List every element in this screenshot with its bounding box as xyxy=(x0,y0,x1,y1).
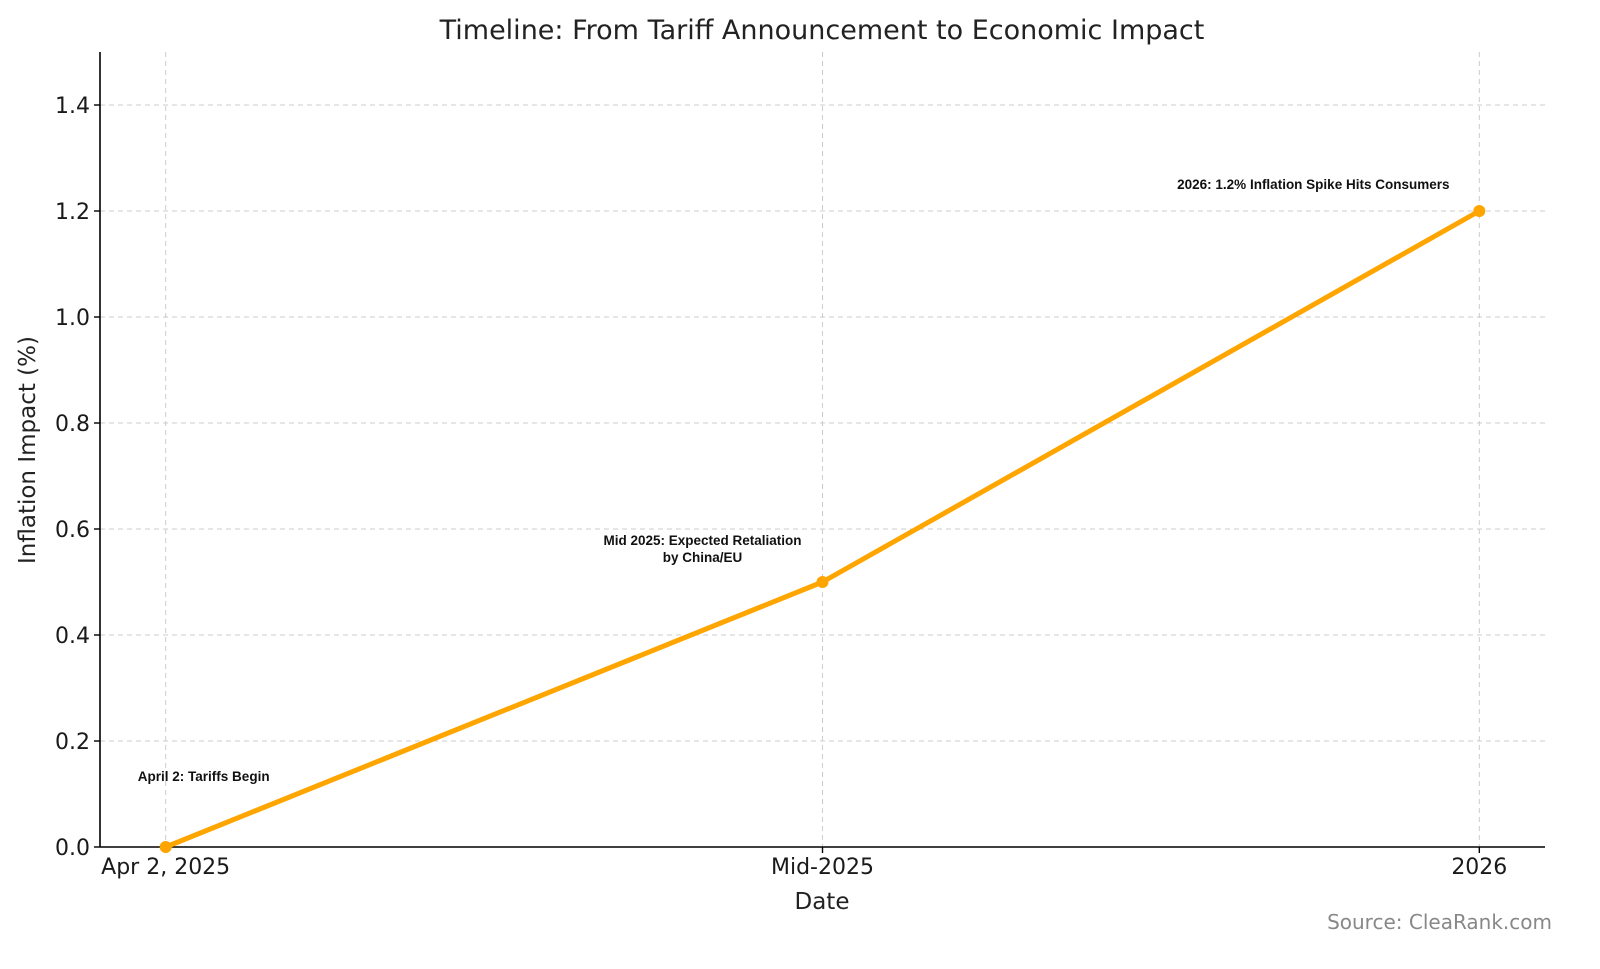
x-axis-label: Date xyxy=(795,889,850,915)
y-tick-label: 0.8 xyxy=(55,412,90,437)
x-tick-label: 2026 xyxy=(1451,855,1507,880)
chart-title: Timeline: From Tariff Announcement to Ec… xyxy=(439,15,1205,46)
annotation-line: by China/EU xyxy=(663,550,743,565)
annotation-label: 2026: 1.2% Inflation Spike Hits Consumer… xyxy=(1177,177,1449,192)
data-point xyxy=(816,576,829,588)
y-axis-label: Inflation Impact (%) xyxy=(15,336,41,564)
annotation-line: April 2: Tariffs Begin xyxy=(138,769,270,784)
y-tick-label: 0.4 xyxy=(55,624,90,649)
data-point xyxy=(159,841,172,853)
y-tick-label: 0.0 xyxy=(55,836,90,861)
y-tick-label: 1.4 xyxy=(55,94,90,119)
grid xyxy=(100,52,1545,847)
y-ticks: 0.0 0.2 0.4 0.6 0.8 1.0 1.2 1.4 xyxy=(55,94,100,861)
x-tick-label: Apr 2, 2025 xyxy=(101,855,230,880)
y-tick-label: 0.2 xyxy=(55,730,90,755)
annotation-line: Mid 2025: Expected Retaliation xyxy=(603,533,801,548)
source-credit: Source: CleaRank.com xyxy=(1327,910,1552,934)
y-tick-label: 1.2 xyxy=(55,200,90,225)
annotation-line: 2026: 1.2% Inflation Spike Hits Consumer… xyxy=(1177,177,1449,192)
series-inflation xyxy=(159,205,1486,853)
x-ticks: Apr 2, 2025 Mid-2025 2026 xyxy=(101,847,1507,880)
annotations: April 2: Tariffs Begin Mid 2025: Expected… xyxy=(138,177,1450,784)
annotation-label: April 2: Tariffs Begin xyxy=(138,769,270,784)
x-tick-label: Mid-2025 xyxy=(771,855,874,880)
data-point xyxy=(1473,205,1486,217)
annotation-label: Mid 2025: Expected Retaliation by China/E… xyxy=(603,533,801,565)
y-tick-label: 1.0 xyxy=(55,306,90,331)
y-tick-label: 0.6 xyxy=(55,518,90,543)
